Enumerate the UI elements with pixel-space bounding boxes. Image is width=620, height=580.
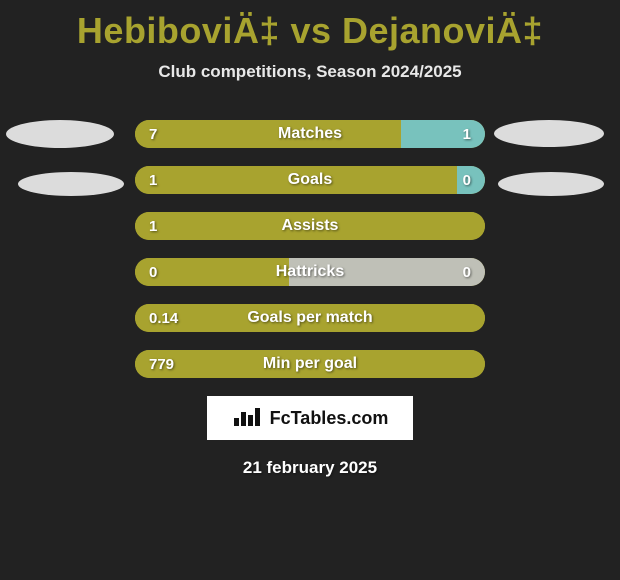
stat-bar-right — [401, 120, 485, 148]
stat-bar-right — [289, 258, 485, 286]
stat-bar-left — [135, 212, 485, 240]
player-ellipse — [18, 172, 124, 196]
stat-row: Goals per match0.14 — [135, 304, 485, 332]
stat-bar-left — [135, 304, 485, 332]
player-ellipse — [6, 120, 114, 148]
player-ellipse — [494, 120, 604, 147]
stat-bar-right — [457, 166, 485, 194]
stat-row: Assists1 — [135, 212, 485, 240]
site-badge: FcTables.com — [207, 396, 413, 440]
stat-bar-left — [135, 166, 457, 194]
stat-bar-left — [135, 258, 289, 286]
stat-bar-left — [135, 120, 401, 148]
comparison-chart: Matches71 Goals10 Assists1 Hattricks00 Goals… — [0, 120, 620, 378]
stat-bar-left — [135, 350, 485, 378]
stat-row: Matches71 — [135, 120, 485, 148]
stat-row: Goals10 — [135, 166, 485, 194]
date-label: 21 february 2025 — [0, 458, 620, 478]
page-title: HebiboviÄ‡ vs DejanoviÄ‡ — [0, 0, 620, 52]
stat-row: Hattricks00 — [135, 258, 485, 286]
subtitle: Club competitions, Season 2024/2025 — [0, 62, 620, 82]
player-ellipse — [498, 172, 604, 196]
stat-row: Min per goal779 — [135, 350, 485, 378]
chart-bars-icon — [232, 404, 264, 433]
site-name: FcTables.com — [270, 408, 389, 429]
